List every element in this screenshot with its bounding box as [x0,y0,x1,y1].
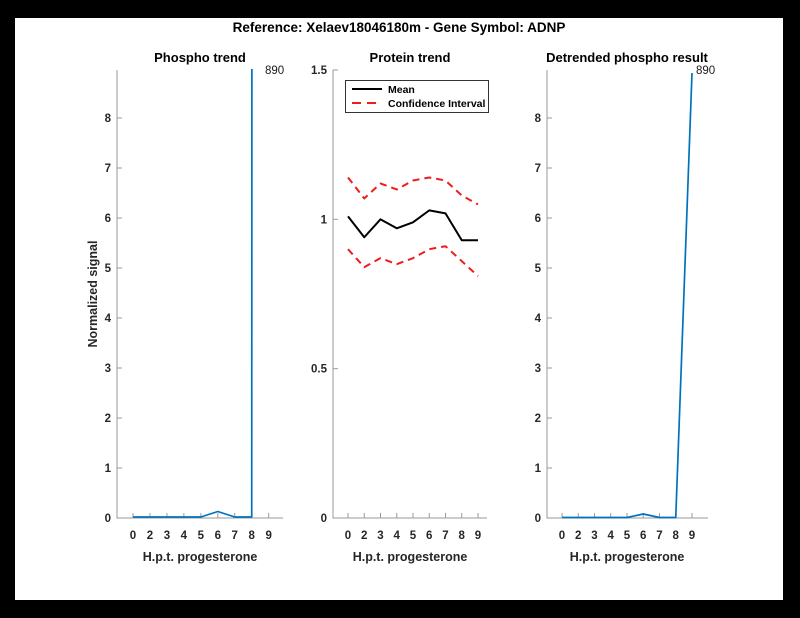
y-tick-label: 0 [105,513,111,525]
x-tick-label: 0 [345,530,351,542]
y-tick-label: 4 [105,313,112,325]
x-tick-label: 4 [181,530,188,542]
y-tick-label: 2 [105,413,111,425]
phospho-peak-annotation: 890 [265,65,284,77]
mean-line [347,209,478,242]
x-tick-label: 8 [459,530,466,542]
x-tick-label: 8 [249,530,256,542]
x-tick-label: 4 [394,530,401,542]
x-tick-label: 9 [265,530,271,542]
x-tick-label: 2 [147,530,153,542]
x-tick-label: 0 [130,530,136,542]
phospho-yaxis-label: Normalized signal [86,241,100,348]
detrended-peak-annotation: 890 [696,65,715,77]
y-tick-label: 1 [535,463,542,475]
detrended-phospho-signal-line [562,72,693,519]
legend-ci-label: Confidence Interval [388,98,486,110]
x-tick-label: 6 [640,530,646,542]
x-tick-label: 6 [215,530,221,542]
phospho-xaxis-label: H.p.t. progesterone [143,550,258,564]
y-tick-label: 7 [105,163,111,175]
phospho-trend-title: Phospho trend [154,50,246,65]
protein-trend-axes: 00.511.50 2 3 4 5 6 7 8 9 [311,65,487,542]
detrended-xaxis-label: H.p.t. progesterone [570,550,685,564]
x-tick-label: 2 [361,530,367,542]
y-tick-label: 4 [535,313,542,325]
protein-xaxis-label: H.p.t. progesterone [353,550,468,564]
y-tick-label: 5 [105,263,112,275]
y-tick-label: 7 [535,163,541,175]
axis-spines [332,70,487,519]
x-tick-label: 6 [426,530,432,542]
x-tick-label: 5 [624,530,631,542]
ci-upper-line [347,176,479,206]
phospho-trend-signal-line [133,69,253,518]
y-tick-label: 2 [535,413,541,425]
x-tick-label: 3 [377,530,383,542]
x-tick-label: 7 [232,530,238,542]
y-tick-label: 1.5 [311,65,328,77]
legend: Mean Confidence Interval [345,80,489,113]
y-tick-label: 8 [105,113,112,125]
ci-lower-line [347,245,479,277]
y-tick-label: 0.5 [311,364,328,376]
y-tick-label: 1 [321,214,328,226]
legend-box [345,80,489,113]
x-tick-label: 7 [656,530,662,542]
x-tick-label: 3 [164,530,170,542]
x-tick-label: 3 [591,530,597,542]
axis-spines [116,70,283,519]
x-tick-label: 5 [198,530,205,542]
legend-mean-label: Mean [388,84,415,96]
x-tick-label: 9 [475,530,481,542]
y-tick-label: 6 [105,213,111,225]
y-tick-label: 3 [535,363,541,375]
detrended-phospho-title: Detrended phospho result [546,50,708,65]
y-tick-label: 6 [535,213,541,225]
y-tick-label: 3 [105,363,111,375]
y-tick-label: 1 [105,463,112,475]
x-tick-label: 2 [575,530,581,542]
y-tick-label: 8 [535,113,542,125]
y-tick-label: 0 [535,513,541,525]
x-tick-label: 7 [442,530,448,542]
x-tick-label: 9 [689,530,695,542]
y-tick-label: 5 [535,263,542,275]
protein-trend-title: Protein trend [370,50,451,65]
x-tick-label: 8 [673,530,680,542]
x-tick-label: 5 [410,530,417,542]
x-tick-label: 4 [608,530,615,542]
figure-title: Reference: Xelaev18046180m - Gene Symbol… [233,20,566,35]
y-tick-label: 0 [321,513,327,525]
x-tick-label: 0 [559,530,565,542]
